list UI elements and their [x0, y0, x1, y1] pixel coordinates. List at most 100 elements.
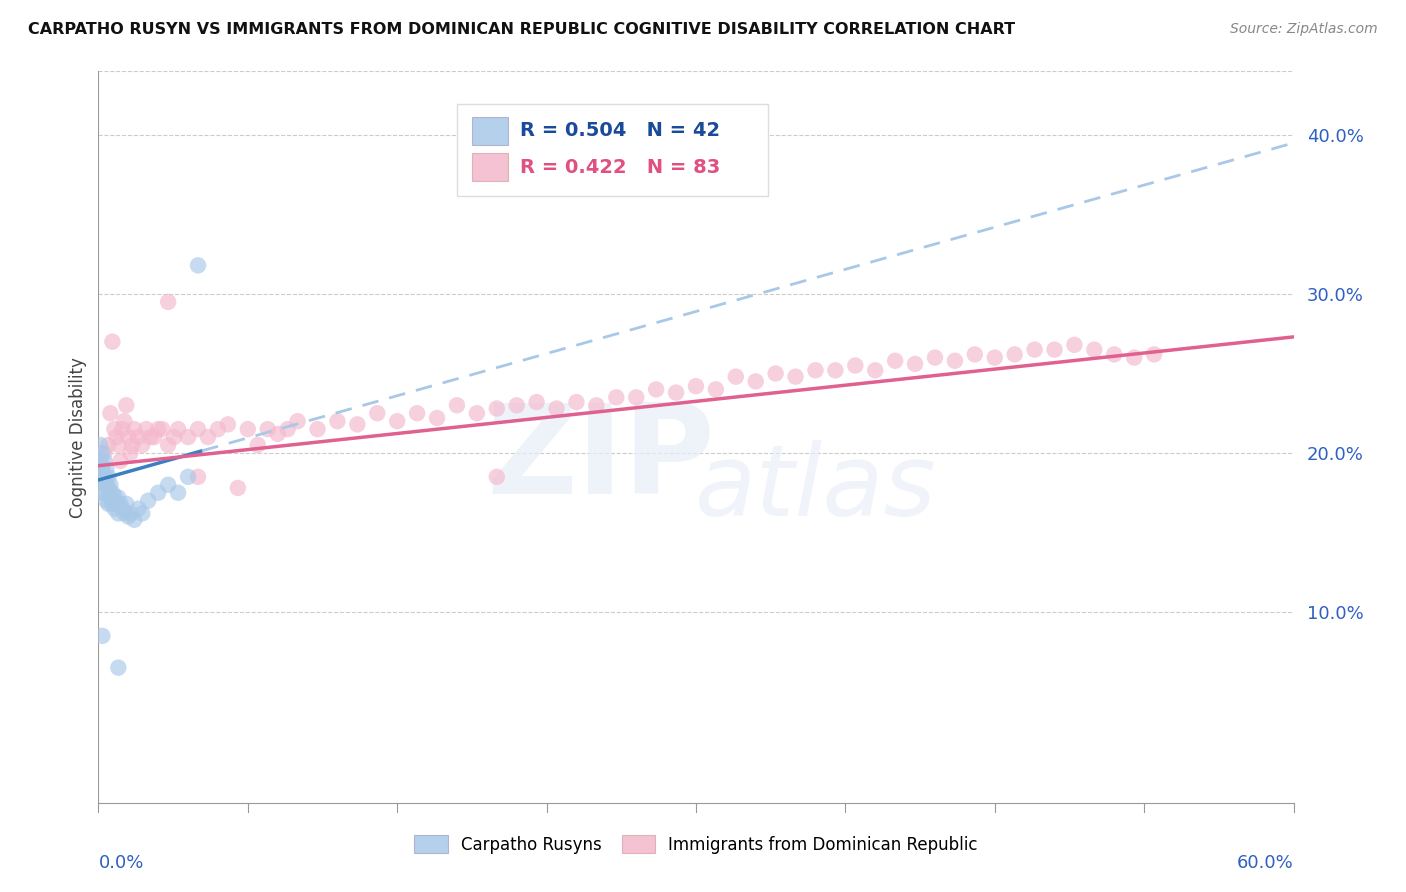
- Point: [465, 406, 488, 420]
- Point: [187, 422, 209, 436]
- Point: [605, 390, 627, 404]
- Point: [148, 422, 170, 436]
- Point: [207, 422, 229, 436]
- Point: [98, 491, 122, 505]
- Point: [97, 438, 120, 452]
- Point: [110, 497, 132, 511]
- Point: [93, 446, 115, 460]
- Point: [824, 363, 846, 377]
- Point: [89, 438, 111, 452]
- Text: Source: ZipAtlas.com: Source: ZipAtlas.com: [1230, 22, 1378, 37]
- Text: R = 0.422   N = 83: R = 0.422 N = 83: [520, 158, 720, 177]
- Point: [217, 417, 239, 432]
- Point: [865, 363, 887, 377]
- Point: [326, 414, 349, 428]
- Point: [1063, 338, 1085, 352]
- Point: [93, 454, 115, 468]
- Point: [111, 422, 134, 436]
- Point: [287, 414, 309, 428]
- Point: [485, 401, 508, 416]
- Point: [157, 477, 180, 491]
- Point: [131, 438, 153, 452]
- Point: [745, 375, 768, 389]
- Point: [91, 470, 114, 484]
- Point: [150, 422, 173, 436]
- Point: [98, 406, 122, 420]
- Point: [785, 369, 807, 384]
- Point: [139, 430, 162, 444]
- Point: [1043, 343, 1066, 357]
- Point: [115, 497, 138, 511]
- Point: [177, 430, 200, 444]
- Point: [1083, 343, 1105, 357]
- Point: [765, 367, 787, 381]
- Point: [585, 398, 607, 412]
- Point: [103, 422, 125, 436]
- Point: [485, 470, 508, 484]
- Point: [177, 470, 200, 484]
- Point: [685, 379, 707, 393]
- Bar: [472, 117, 509, 145]
- Legend: Carpatho Rusyns, Immigrants from Dominican Republic: Carpatho Rusyns, Immigrants from Dominic…: [408, 829, 984, 860]
- Point: [645, 383, 668, 397]
- Point: [167, 485, 190, 500]
- Point: [135, 422, 157, 436]
- Point: [96, 462, 118, 476]
- Point: [526, 395, 548, 409]
- Text: ZIP: ZIP: [486, 399, 714, 519]
- Point: [1024, 343, 1046, 357]
- Point: [143, 430, 166, 444]
- Point: [307, 422, 329, 436]
- Point: [924, 351, 946, 365]
- Point: [1004, 347, 1026, 361]
- Point: [187, 258, 209, 272]
- Point: [91, 629, 114, 643]
- Point: [565, 395, 588, 409]
- Point: [105, 497, 128, 511]
- Point: [93, 485, 115, 500]
- Point: [110, 454, 132, 468]
- Point: [127, 430, 149, 444]
- Point: [96, 477, 118, 491]
- Point: [1104, 347, 1126, 361]
- Point: [226, 481, 249, 495]
- FancyBboxPatch shape: [457, 104, 768, 195]
- Point: [385, 414, 409, 428]
- Point: [105, 430, 128, 444]
- Point: [96, 493, 118, 508]
- Point: [103, 489, 125, 503]
- Point: [107, 438, 129, 452]
- Point: [107, 660, 129, 674]
- Text: 0.0%: 0.0%: [98, 854, 143, 872]
- Point: [236, 422, 259, 436]
- Point: [256, 422, 278, 436]
- Point: [112, 414, 135, 428]
- Point: [89, 454, 111, 468]
- Text: atlas: atlas: [695, 440, 936, 537]
- Point: [97, 497, 120, 511]
- Point: [124, 513, 146, 527]
- Point: [1123, 351, 1146, 365]
- Point: [120, 446, 142, 460]
- Point: [963, 347, 986, 361]
- Point: [91, 485, 114, 500]
- Point: [406, 406, 429, 420]
- Point: [112, 507, 135, 521]
- Point: [366, 406, 388, 420]
- Point: [446, 398, 468, 412]
- Point: [120, 507, 142, 521]
- Point: [91, 446, 114, 460]
- Point: [984, 351, 1007, 365]
- Point: [101, 485, 124, 500]
- Point: [346, 417, 368, 432]
- Point: [1143, 347, 1166, 361]
- Point: [804, 363, 827, 377]
- Point: [124, 422, 146, 436]
- Point: [187, 470, 209, 484]
- Point: [426, 411, 449, 425]
- Point: [267, 426, 290, 441]
- Point: [107, 491, 129, 505]
- Point: [98, 477, 122, 491]
- Point: [626, 390, 648, 404]
- Point: [97, 481, 120, 495]
